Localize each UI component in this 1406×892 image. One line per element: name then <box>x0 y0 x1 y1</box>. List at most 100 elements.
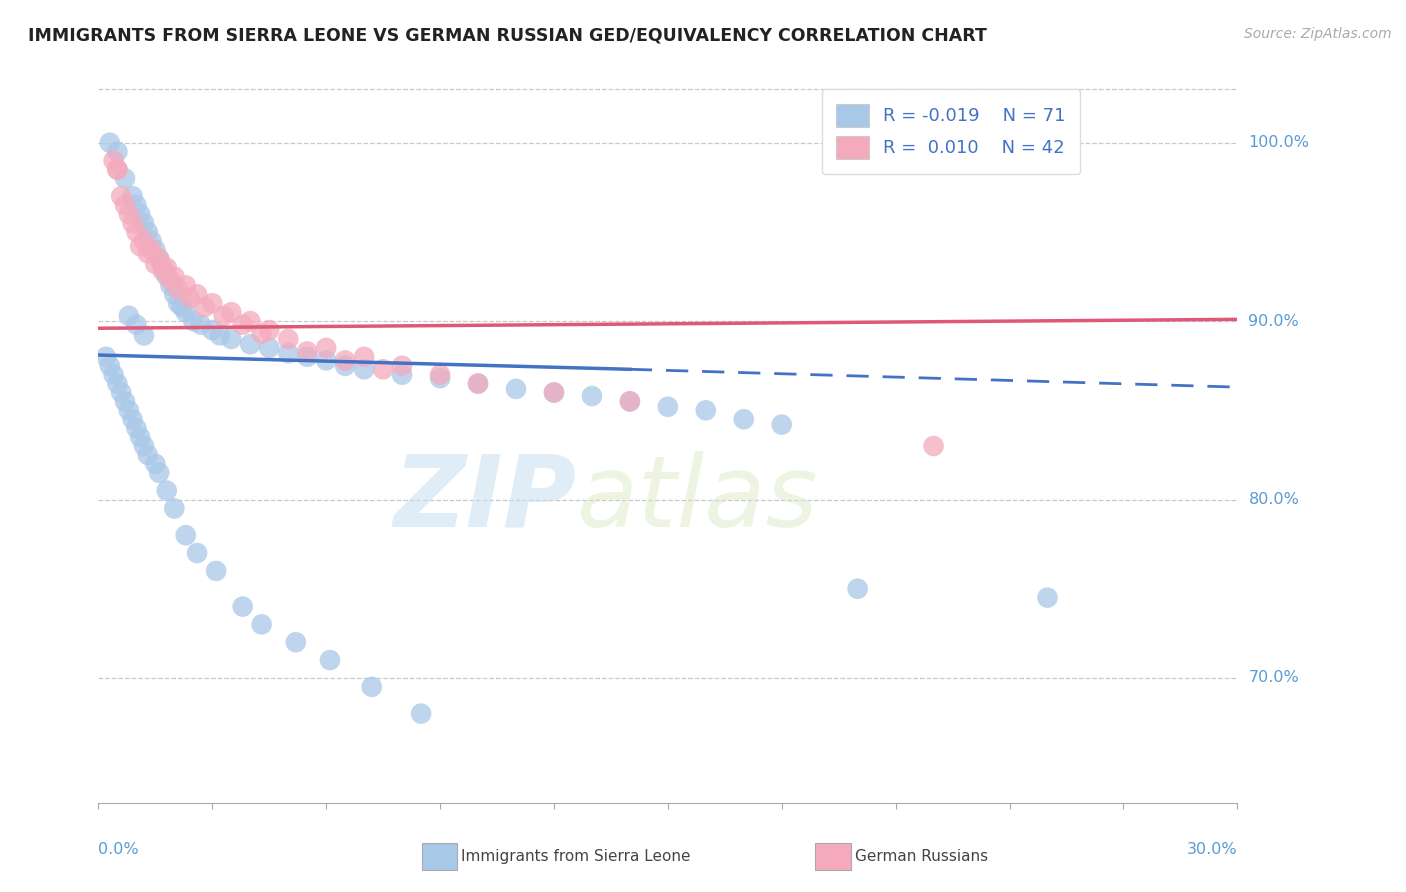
Point <box>319 653 342 667</box>
Text: 80.0%: 80.0% <box>1249 492 1299 507</box>
Point <box>132 439 155 453</box>
Text: 70.0%: 70.0% <box>1249 671 1299 685</box>
Point <box>467 376 489 391</box>
Point <box>467 376 489 391</box>
Point <box>277 332 299 346</box>
Point <box>156 260 179 275</box>
Point <box>118 309 141 323</box>
Point <box>205 564 228 578</box>
Point <box>141 243 163 257</box>
Point <box>391 368 413 382</box>
Point <box>657 400 679 414</box>
Point <box>110 189 132 203</box>
Point <box>201 296 224 310</box>
Point <box>136 448 159 462</box>
Point <box>163 501 186 516</box>
Point <box>125 421 148 435</box>
Point <box>136 246 159 260</box>
Point <box>411 706 433 721</box>
Text: IMMIGRANTS FROM SIERRA LEONE VS GERMAN RUSSIAN GED/EQUIVALENCY CORRELATION CHART: IMMIGRANTS FROM SIERRA LEONE VS GERMAN R… <box>28 27 987 45</box>
Point <box>145 257 167 271</box>
Text: Source: ZipAtlas.com: Source: ZipAtlas.com <box>1244 27 1392 41</box>
Point <box>148 466 170 480</box>
Point <box>125 198 148 212</box>
Point <box>121 216 143 230</box>
Point <box>695 403 717 417</box>
Point <box>212 309 235 323</box>
Point <box>163 287 186 301</box>
Point <box>114 171 136 186</box>
Point <box>170 300 193 314</box>
Point <box>163 269 186 284</box>
Point <box>297 350 319 364</box>
Point <box>107 376 129 391</box>
Text: German Russians: German Russians <box>855 849 988 863</box>
Point <box>208 328 231 343</box>
Point <box>284 635 307 649</box>
Point <box>922 439 945 453</box>
Point <box>277 346 299 360</box>
Point <box>581 389 603 403</box>
Point <box>429 368 451 382</box>
Point <box>107 145 129 159</box>
Point <box>505 382 527 396</box>
Point <box>239 337 262 351</box>
Point <box>335 359 357 373</box>
Point <box>201 323 224 337</box>
Point <box>141 234 163 248</box>
Text: 100.0%: 100.0% <box>1249 136 1309 150</box>
Point <box>335 353 357 368</box>
Point <box>429 371 451 385</box>
Point <box>129 239 152 253</box>
Point <box>114 198 136 212</box>
Point <box>98 136 121 150</box>
Point <box>179 291 201 305</box>
Point <box>145 457 167 471</box>
Point <box>259 323 281 337</box>
Point <box>107 162 129 177</box>
Point <box>315 353 337 368</box>
Point <box>121 412 143 426</box>
Text: 0.0%: 0.0% <box>98 842 139 856</box>
Point <box>118 207 141 221</box>
Point <box>129 207 152 221</box>
Point <box>118 403 141 417</box>
Point <box>148 252 170 266</box>
Point <box>619 394 641 409</box>
Point <box>103 153 125 168</box>
Legend: R = -0.019    N = 71, R =  0.010    N = 42: R = -0.019 N = 71, R = 0.010 N = 42 <box>823 89 1080 174</box>
Point <box>174 278 197 293</box>
Point <box>770 417 793 432</box>
Point <box>132 234 155 248</box>
Point <box>132 216 155 230</box>
Point <box>145 243 167 257</box>
Point <box>315 341 337 355</box>
Point <box>190 318 212 332</box>
Point <box>156 269 179 284</box>
Point <box>152 264 174 278</box>
Point <box>846 582 869 596</box>
Point <box>543 385 565 400</box>
Point <box>360 680 382 694</box>
Point <box>353 350 375 364</box>
Point <box>148 252 170 266</box>
Point <box>186 287 208 301</box>
Point <box>619 394 641 409</box>
Point <box>250 617 273 632</box>
Point <box>183 314 205 328</box>
Text: 30.0%: 30.0% <box>1187 842 1237 856</box>
Point <box>98 359 121 373</box>
Point <box>221 305 243 319</box>
Point <box>125 318 148 332</box>
Point <box>297 344 319 359</box>
Text: ZIP: ZIP <box>394 450 576 548</box>
Point <box>1036 591 1059 605</box>
Text: atlas: atlas <box>576 450 818 548</box>
Text: Immigrants from Sierra Leone: Immigrants from Sierra Leone <box>461 849 690 863</box>
Point <box>259 341 281 355</box>
Point <box>125 225 148 239</box>
Point <box>152 260 174 275</box>
Point <box>353 362 375 376</box>
Point <box>136 225 159 239</box>
Point <box>132 328 155 343</box>
